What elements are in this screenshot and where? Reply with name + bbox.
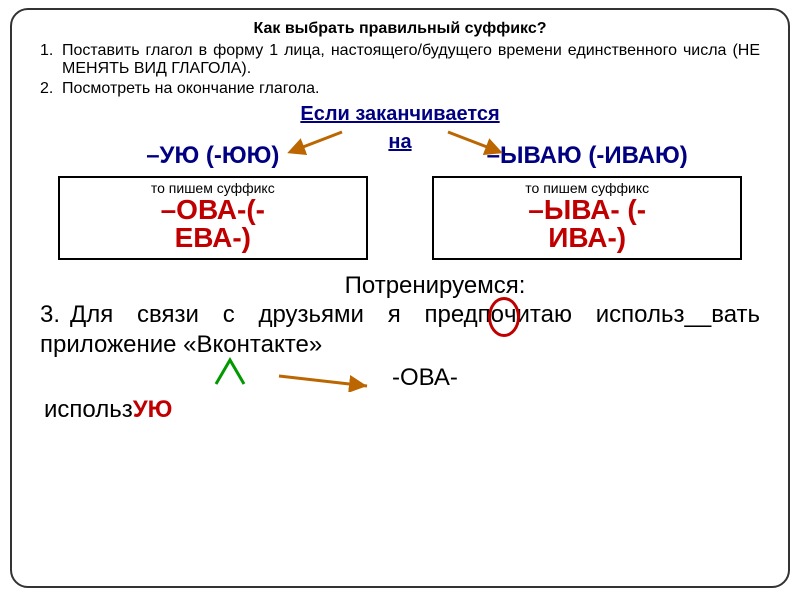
green-caret-icon <box>210 354 250 388</box>
practice-sentence: 3.Для связи с друзьями я предпочитаю исп… <box>40 300 760 360</box>
slide-frame: Как выбрать правильный суффикс? 1. Поста… <box>10 8 790 588</box>
arrow-right-icon <box>275 368 375 392</box>
right-column: –ЫВАЮ (-ИВАЮ) то пишем суффикс –ЫВА- (- … <box>414 142 760 266</box>
practice-title: Потренируемся: <box>40 272 760 300</box>
left-box: то пишем суффикс –ОВА-(- ЕВА-) <box>58 176 368 260</box>
left-suffix-1: –ОВА-(- <box>66 196 360 224</box>
step-1: 1. Поставить глагол в форму 1 лица, наст… <box>40 42 760 78</box>
answer-word-line: использУЮ <box>44 396 760 424</box>
slide-title: Как выбрать правильный суффикс? <box>40 20 760 38</box>
blank-gap: __ <box>685 300 712 330</box>
columns: –УЮ (-ЮЮ) то пишем суффикс –ОВА-(- ЕВА-)… <box>40 142 760 266</box>
center-heading-2: на <box>40 130 760 154</box>
answer-word-end: УЮ <box>133 396 173 423</box>
right-suffix-1: –ЫВА- (- <box>440 196 734 224</box>
practice-num: 3. <box>40 301 60 328</box>
answer-word-stem: использ <box>44 396 133 423</box>
right-suffix-2: ИВА-) <box>440 224 734 252</box>
left-column: –УЮ (-ЮЮ) то пишем суффикс –ОВА-(- ЕВА-) <box>40 142 386 266</box>
answer-suffix: -ОВА- <box>392 364 458 392</box>
left-suffix-2: ЕВА-) <box>66 224 360 252</box>
right-box: то пишем суффикс –ЫВА- (- ИВА-) <box>432 176 742 260</box>
step-text: Посмотреть на окончание глагола. <box>62 80 760 98</box>
step-2: 2. Посмотреть на окончание глагола. <box>40 80 760 98</box>
practice-text-mid: использ <box>572 301 685 328</box>
step-num: 1. <box>40 42 62 78</box>
center-heading-1: Если заканчивается <box>40 102 760 126</box>
practice-text-1: Для связи с друзьями я предпо <box>70 301 504 328</box>
step-text: Поставить глагол в форму 1 лица, настоящ… <box>62 42 760 78</box>
step-num: 2. <box>40 80 62 98</box>
circled-letter <box>488 297 520 337</box>
